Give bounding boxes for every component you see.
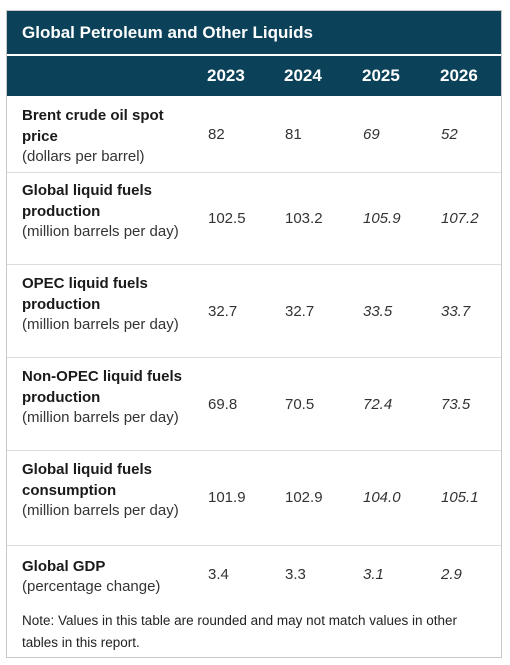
row-label-non-opec-production: Non-OPEC liquid fuels production (millio… bbox=[22, 366, 182, 427]
cell-opec-production-2026: 33.7 bbox=[441, 303, 471, 320]
cell-brent-2023: 82 bbox=[208, 126, 225, 143]
cell-brent-2026: 52 bbox=[441, 126, 458, 143]
cell-global-production-2026: 107.2 bbox=[441, 210, 479, 227]
cell-opec-production-2023: 32.7 bbox=[208, 303, 238, 320]
cell-global-consumption-2026: 105.1 bbox=[441, 489, 479, 506]
cell-global-gdp-2023: 3.4 bbox=[208, 566, 229, 583]
row-divider bbox=[7, 545, 501, 546]
cell-global-production-2023: 102.5 bbox=[208, 210, 246, 227]
cell-global-gdp-2025: 3.1 bbox=[363, 566, 384, 583]
cell-brent-2025: 69 bbox=[363, 126, 380, 143]
year-header-2026: 2026 bbox=[440, 66, 478, 85]
cell-global-consumption-2023: 101.9 bbox=[208, 489, 246, 506]
row-unit: (million barrels per day) bbox=[22, 409, 179, 426]
row-name: OPEC liquid fuels production bbox=[22, 275, 148, 313]
row-unit: (million barrels per day) bbox=[22, 316, 179, 333]
row-unit: (million barrels per day) bbox=[22, 223, 179, 240]
row-label-opec-production: OPEC liquid fuels production (million ba… bbox=[22, 273, 182, 334]
cell-non-opec-production-2023: 69.8 bbox=[208, 396, 238, 413]
row-divider bbox=[7, 450, 501, 451]
row-unit: (percentage change) bbox=[22, 578, 161, 595]
table-note: Note: Values in this table are rounded a… bbox=[22, 613, 458, 650]
row-label-global-gdp: Global GDP (percentage change) bbox=[22, 556, 182, 596]
cell-global-production-2024: 103.2 bbox=[285, 210, 323, 227]
row-name: Brent crude oil spot price bbox=[22, 107, 164, 145]
row-unit: (million barrels per day) bbox=[22, 502, 179, 519]
cell-global-consumption-2025: 104.0 bbox=[363, 489, 401, 506]
row-name: Global GDP bbox=[22, 558, 106, 575]
row-divider bbox=[7, 357, 501, 358]
cell-global-gdp-2026: 2.9 bbox=[441, 566, 462, 583]
cell-global-consumption-2024: 102.9 bbox=[285, 489, 323, 506]
cell-global-production-2025: 105.9 bbox=[363, 210, 401, 227]
row-unit: (dollars per barrel) bbox=[22, 148, 145, 165]
year-header-2025: 2025 bbox=[362, 66, 400, 85]
year-header-2024: 2024 bbox=[284, 66, 322, 85]
row-name: Global liquid fuels production bbox=[22, 182, 153, 220]
row-name: Global liquid fuels consumption bbox=[22, 461, 153, 499]
cell-non-opec-production-2024: 70.5 bbox=[285, 396, 315, 413]
cell-opec-production-2024: 32.7 bbox=[285, 303, 315, 320]
row-label-global-consumption: Global liquid fuels consumption (million… bbox=[22, 459, 182, 520]
cell-brent-2024: 81 bbox=[285, 126, 302, 143]
row-divider bbox=[7, 264, 501, 265]
row-divider bbox=[7, 172, 501, 173]
year-header-row: 2023 2024 2025 2026 bbox=[7, 56, 501, 96]
row-label-global-production: Global liquid fuels production (million … bbox=[22, 180, 182, 241]
cell-non-opec-production-2025: 72.4 bbox=[363, 396, 393, 413]
cell-non-opec-production-2026: 73.5 bbox=[441, 396, 471, 413]
table-title: Global Petroleum and Other Liquids bbox=[7, 11, 501, 54]
row-name: Non-OPEC liquid fuels production bbox=[22, 368, 182, 406]
table-frame bbox=[6, 10, 502, 658]
row-label-brent: Brent crude oil spot price (dollars per … bbox=[22, 105, 182, 166]
year-header-2023: 2023 bbox=[207, 66, 245, 85]
cell-opec-production-2025: 33.5 bbox=[363, 303, 393, 320]
cell-global-gdp-2024: 3.3 bbox=[285, 566, 306, 583]
title-divider bbox=[7, 54, 501, 56]
